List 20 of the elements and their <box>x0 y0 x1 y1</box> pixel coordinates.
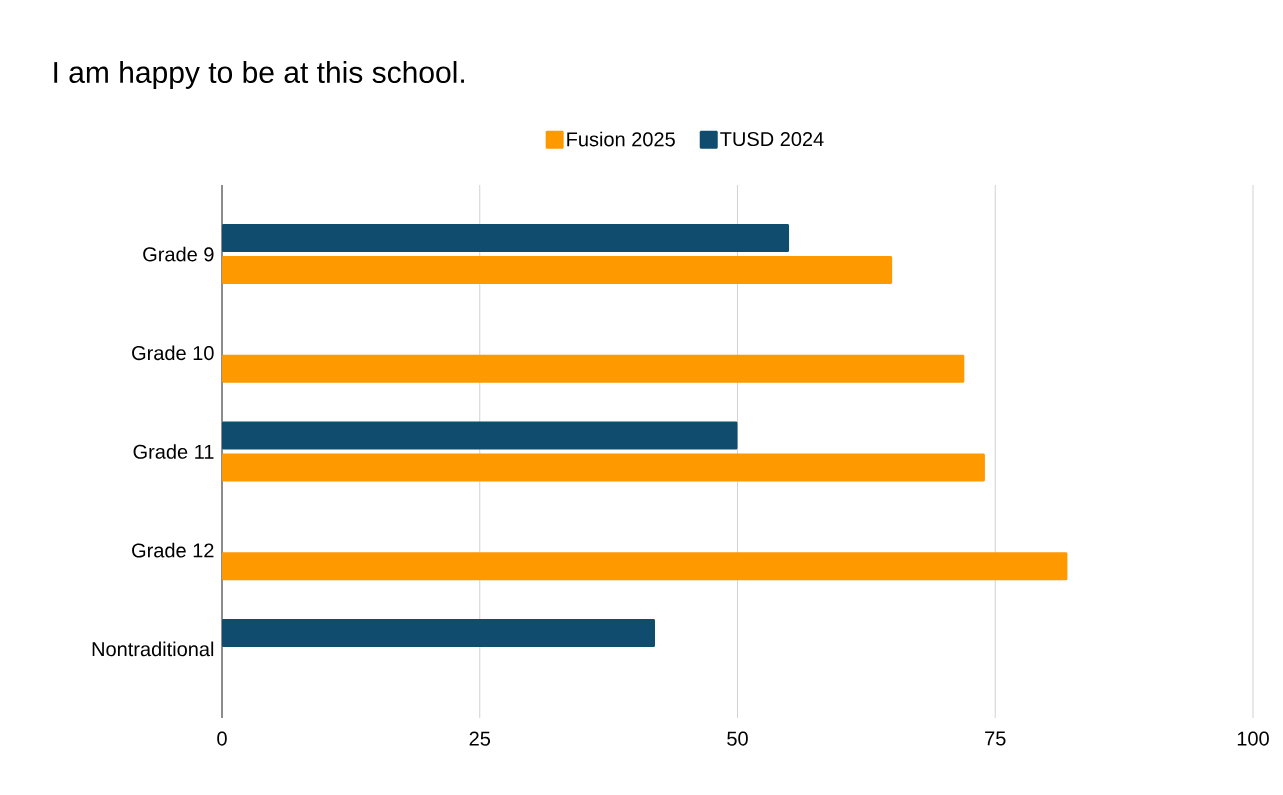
x-tick-label: 25 <box>469 731 491 746</box>
y-tick-label: Grade 11 <box>133 444 214 459</box>
bar <box>222 618 656 647</box>
bar <box>222 552 1068 581</box>
bar <box>222 354 965 383</box>
x-tick-label: 100 <box>1237 731 1269 746</box>
bar <box>222 421 738 450</box>
y-tick-label: Grade 9 <box>143 246 214 262</box>
x-tick-label: 50 <box>727 731 748 746</box>
y-tick-label: Nontraditional <box>92 641 214 657</box>
legend-label: Fusion 2025 <box>567 131 675 147</box>
legend-label: TUSD 2024 <box>720 131 824 147</box>
x-tick-label: 0 <box>217 731 227 746</box>
bar <box>222 453 985 482</box>
bar <box>222 224 790 253</box>
bar <box>222 256 893 285</box>
x-tick-label: 75 <box>985 731 1006 746</box>
chart-title: I am happy to be at this school. <box>54 61 464 89</box>
y-tick-label: Grade 12 <box>132 542 214 558</box>
y-tick-label: Grade 10 <box>132 345 214 361</box>
